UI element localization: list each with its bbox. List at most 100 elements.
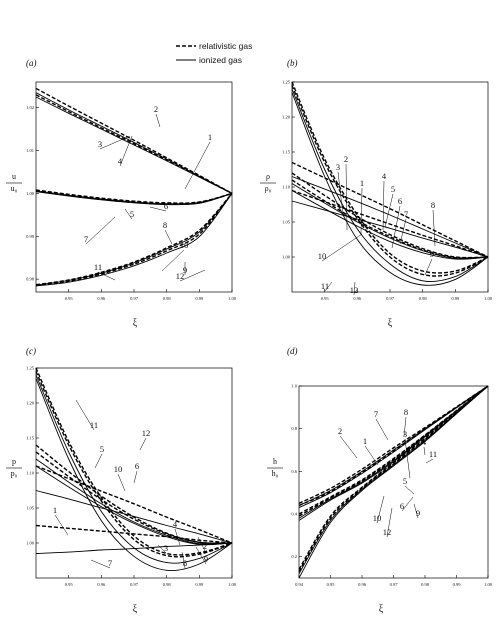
panel-d-leader-3 bbox=[404, 438, 411, 479]
panel-c-label: (c) bbox=[26, 346, 36, 356]
panel-a-ytick-label: 0.99 bbox=[26, 234, 35, 239]
panel-a-ylabel-num: u bbox=[12, 172, 16, 181]
panel-c-leader-9 bbox=[195, 546, 207, 565]
panel-c-series-4 bbox=[35, 458, 233, 545]
panel-d-series-12 bbox=[298, 385, 489, 579]
panel-c-curve-label-10: 10 bbox=[114, 464, 123, 474]
panel-d-ytick-label: 0.8 bbox=[291, 426, 297, 431]
panel-c-leader-11 bbox=[75, 399, 95, 431]
panel-b-curve-label-12: 12 bbox=[350, 285, 359, 295]
panel-d-leader-11 bbox=[425, 458, 434, 464]
panel-a-xtick-label: 0.99 bbox=[195, 296, 204, 301]
panel-b-leader-10 bbox=[321, 233, 363, 262]
panel-c-series-2 bbox=[35, 465, 233, 544]
panel-b-leader-8 bbox=[432, 209, 436, 247]
panel-c-series-12 bbox=[35, 378, 233, 572]
panel-c-curve-label-11: 11 bbox=[90, 420, 98, 430]
panel-a-leader-8 bbox=[164, 229, 173, 245]
panel-b-leader-1 bbox=[360, 187, 363, 235]
panel-c-ylabel-den: p₀ bbox=[11, 469, 18, 478]
panel-d-series-11 bbox=[298, 385, 489, 574]
panel-c-ylabel-num: p bbox=[12, 457, 16, 466]
panel-c-xtick-label: 1.00 bbox=[228, 582, 237, 587]
panel-d-leader-1 bbox=[364, 445, 379, 466]
panel-d-series-1 bbox=[298, 385, 489, 506]
panel-b-xtick-label: 0.99 bbox=[451, 296, 460, 301]
panel-b-series-10 bbox=[291, 179, 489, 259]
panel-a-ytick-label: 1.01 bbox=[26, 148, 34, 153]
panel-b-ytick-label: 1.15 bbox=[282, 150, 291, 155]
panel-d-curve-label-6: 6 bbox=[400, 501, 404, 511]
panel-b-series-12 bbox=[291, 81, 489, 274]
panel-a-xtick-label: 0.98 bbox=[163, 296, 172, 301]
panel-a-curve-label-1: 1 bbox=[208, 132, 212, 142]
panel-b-ytick-label: 1.25 bbox=[282, 80, 291, 85]
panel-c-xtick-label: 0.97 bbox=[130, 582, 139, 587]
panel-c-xtick-label: 0.99 bbox=[195, 582, 204, 587]
panel-b-xtick-label: 0.98 bbox=[419, 296, 428, 301]
panel-a-ylabel: u u₀ bbox=[6, 172, 22, 193]
panel-d-series-2 bbox=[298, 385, 489, 504]
panel-a-curve-label-5: 5 bbox=[130, 209, 134, 219]
panel-b-xtick-label: 1.00 bbox=[484, 296, 493, 301]
panel-a-xtick-label: 1.00 bbox=[228, 296, 237, 301]
panel-d-series-3 bbox=[298, 385, 489, 515]
panel-a-curve-label-2: 2 bbox=[154, 104, 158, 114]
panel-c-series-9 bbox=[35, 465, 233, 546]
panel-d-xlabel: ξ bbox=[379, 604, 384, 615]
panel-c-ytick-label: 1.05 bbox=[26, 506, 35, 511]
panel-b-series-6 bbox=[291, 92, 489, 286]
panel-c-series-7 bbox=[35, 542, 233, 554]
panel-c-curve-label-9: 9 bbox=[204, 554, 208, 564]
panel-c-leader-6 bbox=[133, 470, 138, 484]
panel-b-xtick-label: 0.95 bbox=[321, 296, 330, 301]
panel-c-ytick-label: 1.25 bbox=[26, 366, 35, 371]
panel-b: 0.95 0.96 0.97 0.98 0.99 1.00 1.00 1.05 1.10 1.15… bbox=[260, 58, 493, 329]
panel-b-curve-label-11: 11 bbox=[321, 281, 329, 291]
panel-b-leader-4 bbox=[382, 180, 385, 231]
panel-c-ytick-label: 1.15 bbox=[26, 436, 35, 441]
panel-b-leader-3 bbox=[337, 171, 344, 216]
panel-a-leader-4 bbox=[119, 135, 133, 167]
panel-d-curve-label-2: 2 bbox=[338, 426, 342, 436]
panel-a-label: (a) bbox=[26, 58, 37, 68]
panel-d-ytick-label: 0.4 bbox=[291, 512, 297, 517]
panel-d-xtick-label: 0.98 bbox=[421, 582, 430, 587]
panel-c-curve-label-4: 4 bbox=[173, 519, 178, 529]
panel-d-xtick-label: 1.00 bbox=[484, 582, 493, 587]
panel-c-curve-label-1: 1 bbox=[53, 505, 57, 515]
panel-d-leader-5 bbox=[404, 485, 415, 495]
panel-d-leader-10 bbox=[376, 495, 385, 524]
panel-d-ylabel-num: h bbox=[273, 457, 277, 466]
panel-a-curve-label-3: 3 bbox=[98, 139, 102, 149]
panel-b-leader-5 bbox=[384, 193, 394, 228]
panel-c-series-11 bbox=[35, 374, 233, 564]
panel-c-curve-label-8: 8 bbox=[183, 558, 187, 568]
panel-a-xtick-label: 0.97 bbox=[130, 296, 139, 301]
panel-a-series-2 bbox=[35, 87, 233, 195]
panel-d-leader-4 bbox=[423, 446, 426, 456]
panel-b-curve-label-4: 4 bbox=[382, 171, 387, 181]
panel-d-xtick-label: 0.95 bbox=[327, 582, 336, 587]
panel-d-curve-label-10: 10 bbox=[373, 513, 382, 523]
panel-a-leader-12 bbox=[179, 269, 206, 282]
panel-c-leader-4 bbox=[174, 528, 181, 546]
panel-b-series-2 bbox=[291, 176, 489, 258]
panel-d-series-group bbox=[298, 385, 489, 579]
panel-b-curve-label-1: 1 bbox=[360, 178, 364, 188]
panel-a-leader-7 bbox=[85, 216, 116, 245]
panel-b-ytick-label: 1.10 bbox=[282, 185, 291, 190]
panel-b-series-3 bbox=[291, 172, 489, 259]
panel-a-curve-label-8: 8 bbox=[163, 220, 167, 230]
panel-b-curve-label-2: 2 bbox=[344, 154, 348, 164]
panel-b-ytick-label: 1.05 bbox=[282, 220, 291, 225]
panel-b-xtick-label: 0.97 bbox=[386, 296, 395, 301]
panel-c-curve-label-5: 5 bbox=[100, 444, 104, 454]
panel-c-ytick-label: 1.10 bbox=[26, 471, 35, 476]
panel-c-leader-2 bbox=[197, 536, 206, 552]
panel-d-leader-6 bbox=[401, 496, 414, 512]
panel-d-ytick-label: 1.0 bbox=[291, 384, 297, 389]
